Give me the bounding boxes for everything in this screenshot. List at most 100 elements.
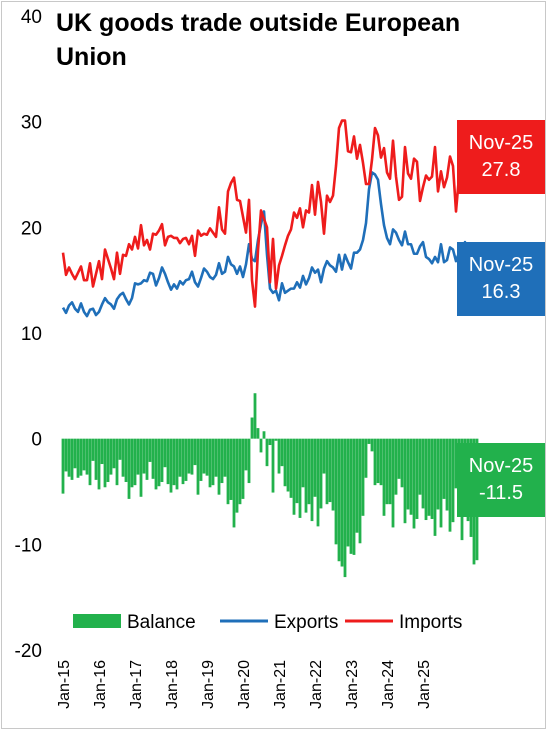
balance-bar [172, 438, 176, 486]
imports-callout-date: Nov-25 [468, 132, 534, 154]
balance-bar [277, 438, 281, 474]
balance-bar [124, 438, 128, 482]
balance-bar [448, 438, 452, 532]
balance-bar [433, 438, 437, 536]
legend-label-exports: Exports [274, 612, 338, 633]
x-tick-label: Jan-19 [200, 660, 217, 709]
balance-bar [178, 438, 182, 477]
balance-bar [136, 438, 140, 475]
balance-bar [160, 438, 164, 482]
balance-bar [145, 438, 149, 480]
balance-bar [328, 438, 332, 503]
balance-bar [307, 438, 311, 505]
balance-bar [403, 438, 407, 524]
balance-bar [409, 438, 413, 515]
balance-bar [85, 438, 89, 475]
balance-bar [412, 438, 416, 529]
balance-bar [109, 438, 113, 475]
balance-bar [364, 438, 368, 478]
balance-bar [349, 438, 353, 554]
exports-callout-value: 16.3 [481, 281, 521, 303]
balance-bar [394, 438, 398, 495]
balance-bar [142, 438, 146, 474]
balance-bar [82, 438, 86, 471]
balance-bar [322, 438, 326, 474]
balance-bar [292, 438, 296, 515]
balance-bar [193, 438, 197, 466]
balance-bar [352, 438, 356, 555]
balance-bar [256, 428, 260, 439]
balance-bar [430, 438, 434, 519]
imports-callout-value: 27.8 [481, 159, 521, 181]
balance-bar [385, 438, 389, 505]
balance-bar [106, 438, 110, 482]
balance-bar [241, 438, 245, 499]
balance-bar [166, 438, 170, 485]
exports-line [61, 171, 485, 318]
x-tick-label: Jan-16 [92, 660, 109, 709]
balance-bar [421, 438, 425, 509]
chart-title: UK goods trade outside European Union [56, 9, 461, 71]
balance-bar [316, 438, 320, 527]
balance-bar [70, 438, 74, 480]
balance-bar [238, 438, 242, 505]
trade-lines [61, 119, 485, 318]
balance-bar [379, 438, 383, 486]
balance-bar [76, 438, 80, 478]
balance-bar [154, 438, 158, 490]
balance-bar [397, 438, 401, 479]
balance-bar [319, 438, 323, 509]
balance-bar [121, 438, 125, 477]
balance-bar [334, 438, 338, 545]
y-tick-label: -20 [15, 641, 42, 662]
balance-bar [295, 438, 299, 504]
y-tick-label: 0 [31, 430, 42, 451]
exports-callout: Nov-25 16.3 [457, 242, 545, 316]
balance-bar [133, 438, 137, 486]
balance-bar [391, 438, 395, 528]
balance-bar [415, 438, 419, 519]
balance-bar [223, 438, 227, 477]
balance-bar [61, 438, 65, 494]
imports-callout: Nov-25 27.8 [457, 120, 545, 194]
x-tick-label: Jan-20 [236, 660, 253, 709]
balance-bar [400, 438, 404, 488]
balance-bar [427, 438, 431, 516]
balance-bar [376, 438, 380, 484]
balance-bar [301, 438, 305, 488]
balance-bar [217, 438, 221, 495]
x-tick-label: Jan-18 [164, 660, 181, 709]
balance-bar [139, 438, 143, 497]
balance-bar [271, 438, 275, 493]
balance-bar [118, 438, 122, 460]
balance-bar [304, 438, 308, 513]
balance-bar [127, 438, 131, 499]
balance-bar [265, 438, 269, 467]
balance-bar [331, 438, 335, 511]
balance-bar [67, 438, 71, 477]
balance-bar [442, 438, 446, 499]
balance-bar [229, 438, 233, 500]
balance-bar [226, 438, 230, 505]
balance-bar [91, 438, 95, 461]
balance-bar [97, 438, 101, 490]
balance-bar [103, 438, 107, 488]
balance-bar [262, 431, 266, 439]
balance-bar [163, 438, 167, 468]
balance-bar [175, 438, 179, 490]
balance-bar [268, 438, 272, 446]
y-axis: -20 -10 0 10 20 30 40 [15, 7, 42, 662]
balance-bar [325, 438, 329, 505]
balance-bar [115, 438, 119, 486]
balance-bar [424, 438, 428, 521]
balance-bar [205, 438, 209, 476]
balance-bar [346, 438, 350, 547]
balance-bar [280, 438, 284, 467]
balance-bar [451, 438, 455, 523]
balance-bar [208, 438, 212, 488]
balance-bar [130, 438, 134, 488]
y-tick-label: 20 [21, 218, 42, 239]
balance-bar [289, 438, 293, 498]
balance-bar [88, 438, 92, 486]
